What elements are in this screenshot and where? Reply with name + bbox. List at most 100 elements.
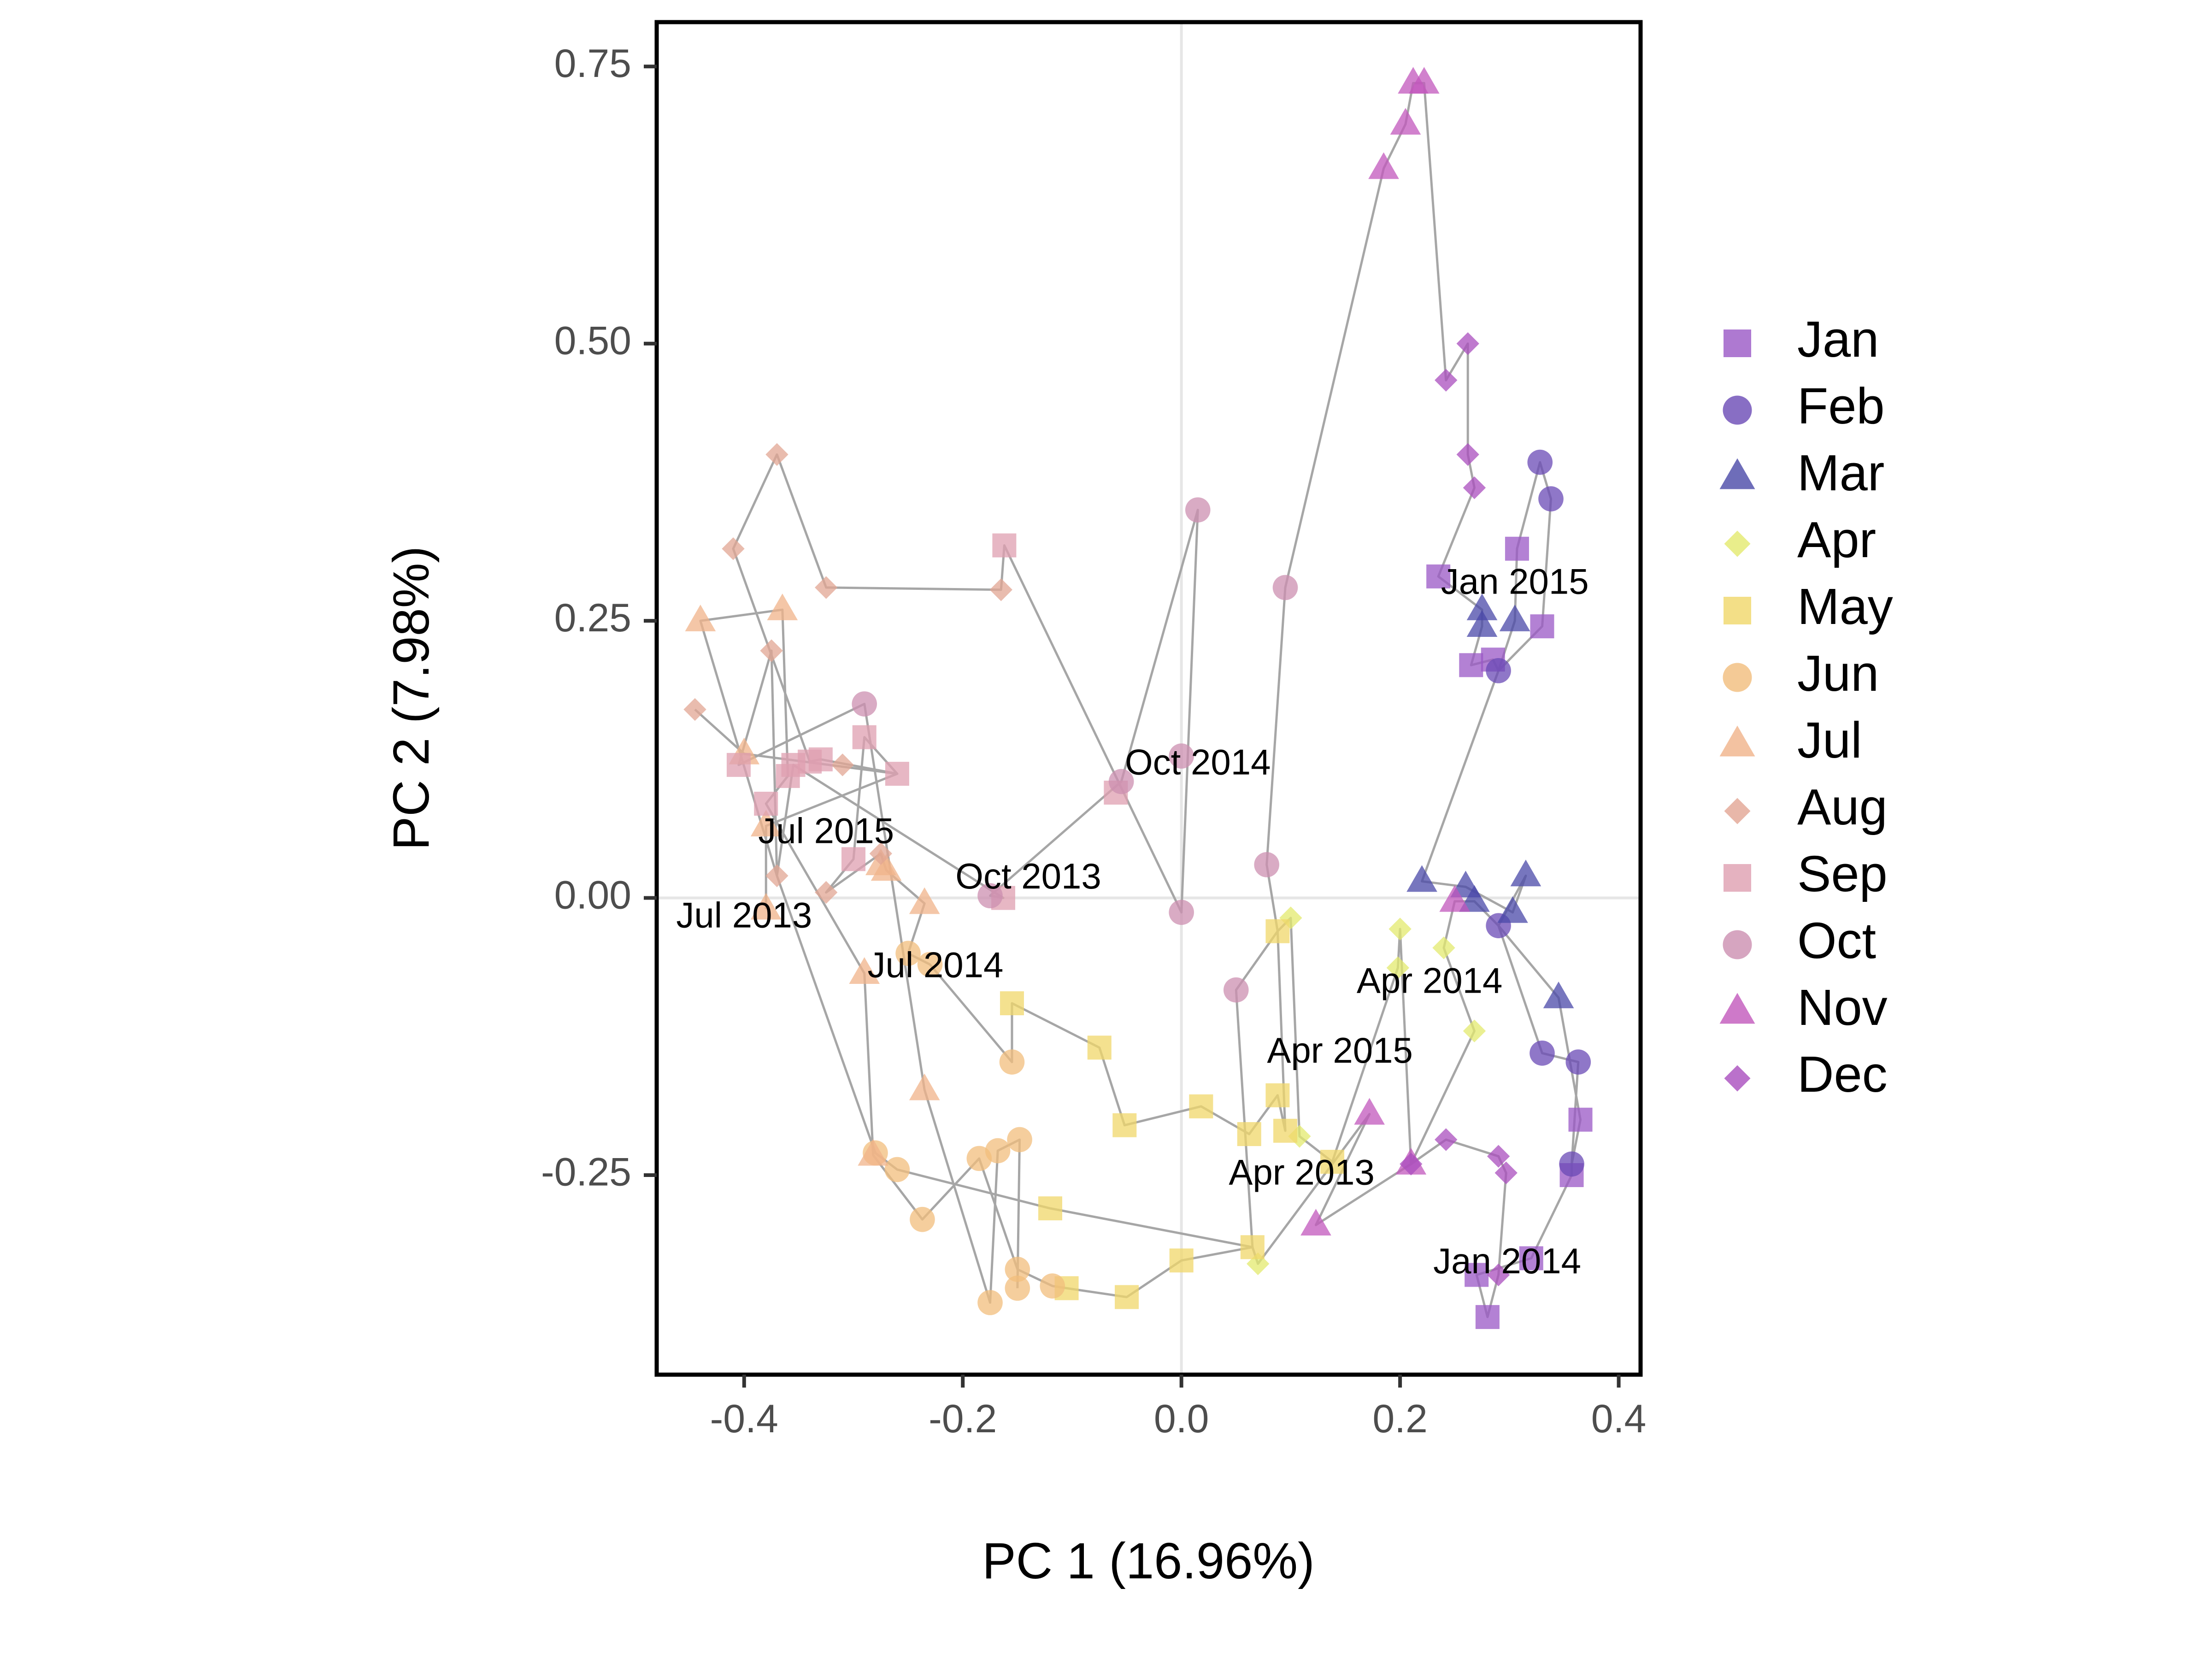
data-point [1406, 865, 1437, 892]
data-point [910, 1206, 935, 1232]
plot-border [654, 20, 1643, 1377]
legend-label: Oct [1797, 912, 1876, 969]
annotation-label: Oct 2013 [955, 856, 1101, 896]
data-point [1543, 981, 1574, 1008]
legend-item-apr: Apr [1724, 512, 1876, 568]
legend-key [1724, 864, 1751, 892]
y-tick-label: 0.00 [554, 873, 631, 917]
annotation-label: Apr 2013 [1229, 1152, 1375, 1193]
data-point [1254, 852, 1279, 877]
data-point [1169, 900, 1194, 925]
y-tick-label: 0.75 [554, 41, 631, 86]
legend-label: May [1797, 578, 1893, 635]
data-point [765, 864, 788, 888]
data-point [1475, 1305, 1500, 1329]
data-point [895, 941, 921, 966]
annotation-label: Oct 2014 [1125, 741, 1271, 782]
data-point [685, 604, 716, 631]
data-point [1559, 1151, 1584, 1177]
data-point [909, 887, 940, 914]
annotation-label: Jul 2014 [867, 945, 1003, 985]
legend-key [1723, 663, 1752, 692]
data-point [1265, 919, 1290, 943]
data-point [1265, 1083, 1290, 1107]
annotation-label: Jul 2013 [676, 894, 812, 935]
legend-key [1724, 329, 1751, 357]
legend-label: Jun [1797, 645, 1879, 702]
data-point [1368, 152, 1399, 179]
data-point [858, 1139, 889, 1166]
data-point [1497, 896, 1528, 923]
data-point [765, 443, 788, 466]
data-point [1007, 1127, 1032, 1153]
annotations: Jan 2015 Oct 2014 Jul 2015 Oct 2013 Jul 2013… [676, 561, 1588, 1281]
data-point [1169, 743, 1194, 769]
legend-item-may: May [1724, 578, 1893, 635]
annotation-label: Jan 2015 [1441, 561, 1589, 601]
y-tick-label: -0.25 [541, 1150, 631, 1194]
legend-key [1724, 597, 1751, 624]
data-point [1456, 332, 1479, 355]
data-point [1247, 1252, 1270, 1276]
legend-item-mar: Mar [1719, 445, 1884, 501]
data-point [1435, 1128, 1458, 1151]
data-point [750, 893, 782, 920]
plot-background [657, 22, 1641, 1375]
data-point [1459, 885, 1490, 912]
data-point [814, 881, 838, 904]
data-point [1494, 1161, 1518, 1184]
data-point [977, 1290, 1003, 1315]
data-point [1565, 1049, 1591, 1075]
data-point [831, 753, 854, 777]
series-oct [852, 497, 1298, 1003]
data-point [1038, 1196, 1062, 1221]
data-point [1386, 956, 1410, 979]
data-point [1240, 1235, 1265, 1259]
data-point [722, 537, 745, 560]
legend-item-feb: Feb [1723, 378, 1885, 435]
data-point [977, 883, 1003, 909]
data-point [1390, 108, 1421, 135]
data-point [1466, 610, 1498, 637]
data-point [1519, 1246, 1543, 1271]
legend-key [1724, 798, 1751, 824]
legend-item-aug: Aug [1724, 779, 1888, 835]
legend-key [1719, 725, 1755, 757]
legend-label: Sep [1797, 846, 1888, 902]
data-point [1530, 1041, 1555, 1066]
data-point [1456, 443, 1479, 466]
data-point [1320, 1150, 1345, 1174]
data-point [760, 639, 783, 662]
data-point [1112, 1113, 1137, 1137]
series-apr [1247, 906, 1486, 1276]
series-aug [683, 443, 1012, 904]
x-tick-label: 0.2 [1372, 1397, 1428, 1441]
data-point [1223, 977, 1249, 1003]
legend-key [1723, 930, 1752, 959]
data-point [885, 762, 909, 786]
legend-label: Dec [1797, 1046, 1888, 1103]
data-point [1087, 1035, 1112, 1060]
series-nov [1300, 67, 1471, 1236]
x-tick-label: 0.0 [1154, 1397, 1209, 1441]
data-point [1568, 1107, 1593, 1132]
data-point [1408, 67, 1440, 94]
data-point [1040, 1273, 1065, 1299]
annotation-label: Apr 2015 [1267, 1030, 1413, 1071]
data-point [1505, 536, 1529, 561]
data-point [1000, 991, 1024, 1016]
legend-label: Feb [1797, 378, 1885, 435]
data-point [1487, 1263, 1510, 1287]
data-point [1439, 885, 1471, 912]
legend-item-jan: Jan [1724, 311, 1879, 368]
data-point [917, 952, 943, 977]
data-point [884, 1157, 910, 1182]
y-tick-label: 0.50 [554, 318, 631, 363]
legend-item-dec: Dec [1724, 1046, 1888, 1103]
data-point [776, 764, 800, 788]
data-point [871, 854, 902, 881]
y-axis-title: PC 2 (7.98%) [383, 546, 440, 850]
data-point [1388, 918, 1412, 941]
legend-label: Apr [1797, 512, 1876, 568]
x-axis: -0.4 -0.2 0.0 0.2 0.4 [710, 1375, 1646, 1441]
